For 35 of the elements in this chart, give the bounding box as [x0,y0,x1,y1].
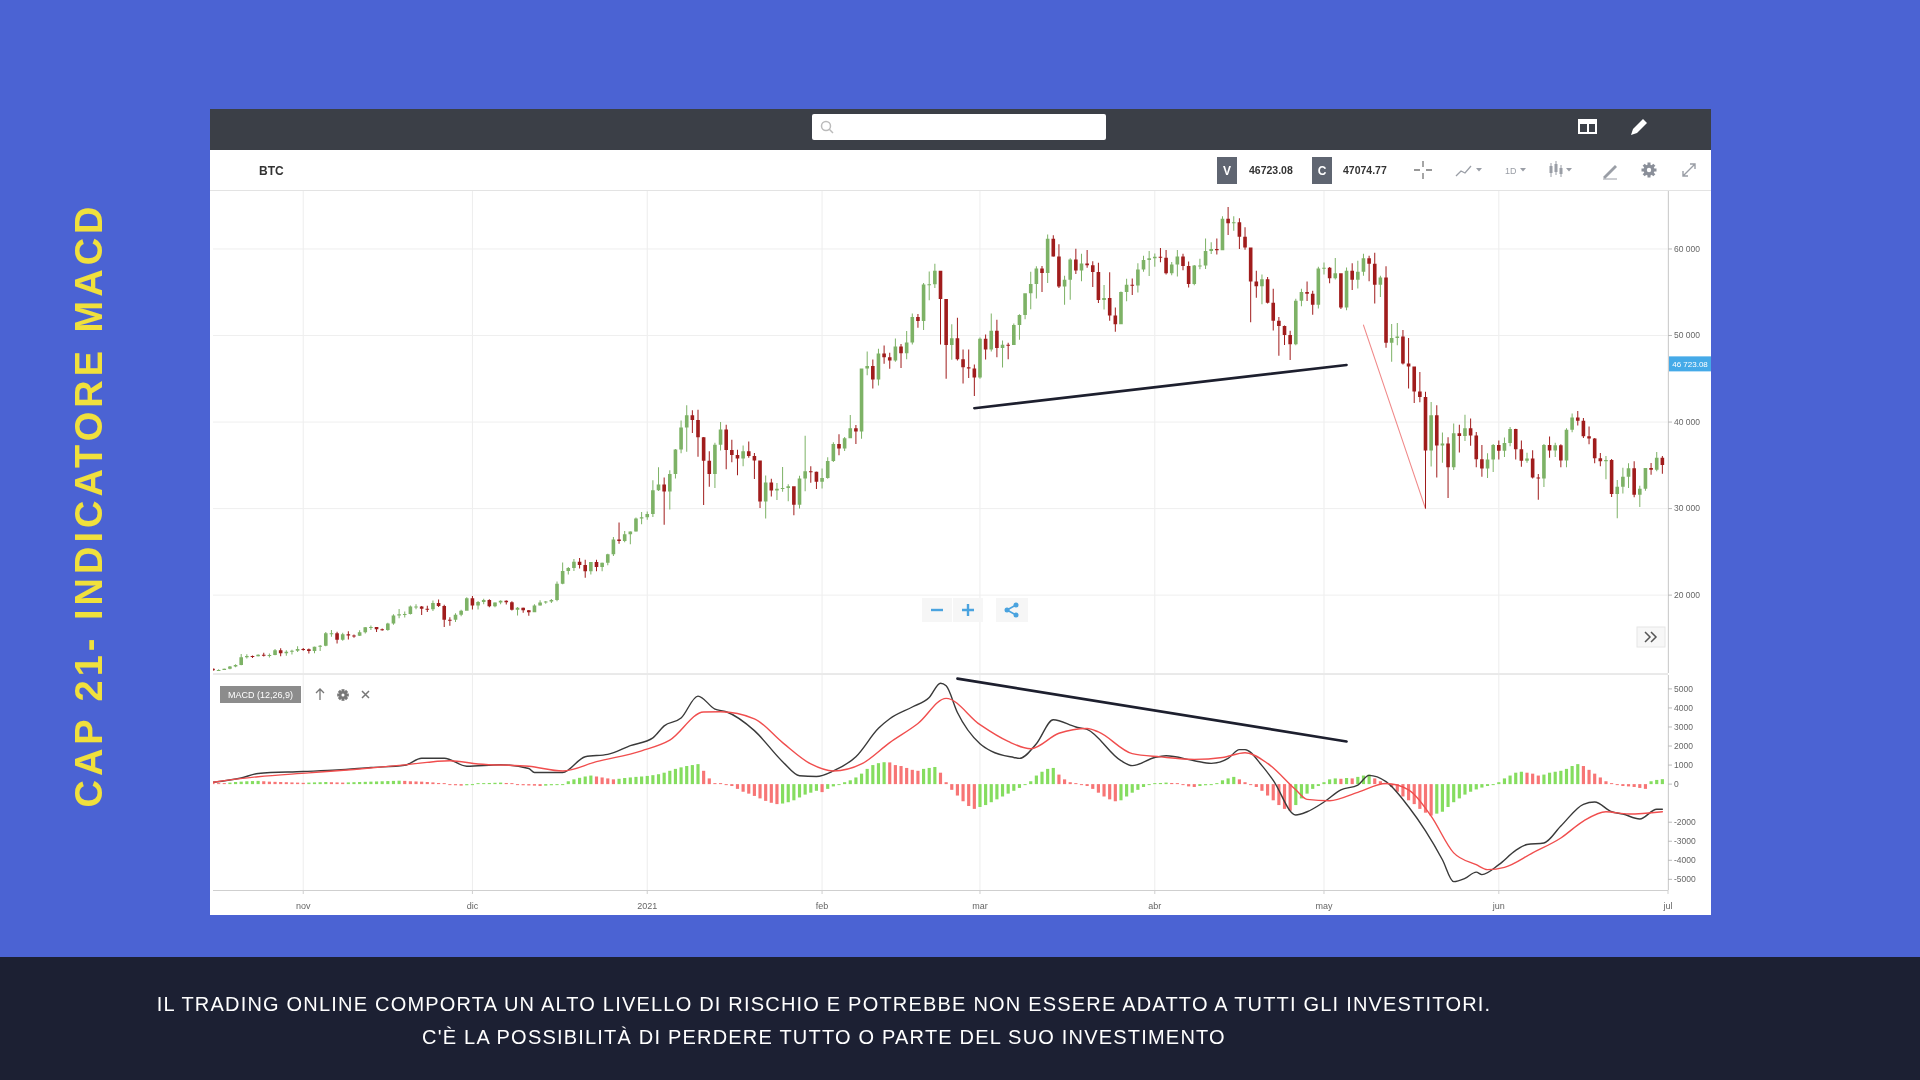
y-tick-label: 0 [1674,778,1679,789]
annotation: 46 723.08 [1672,359,1709,369]
text: CAP 21- INDICATORE MACD [68,202,111,808]
x-tick-label: 2021 [637,901,658,911]
y-tick-label: -4000 [1674,855,1697,866]
x-tick-label: mar [972,901,988,911]
text: 47074.77 [1343,164,1387,177]
text: IL TRADING ONLINE COMPORTA UN ALTO LIVELLO DI RISCHIO E POTREBBE NON ESSERE ADATTO A TUTTI GLI INVESTITORI. [156,993,1492,1015]
y-tick-label: 60 000 [1674,243,1701,254]
x-tick-label: jul [1662,901,1673,911]
y-tick-label: 30 000 [1674,503,1701,514]
y-tick-label: 3000 [1674,721,1694,732]
text: 1D [1505,165,1518,176]
text: C'È LA POSSIBILITÀ DI PERDERE TUTTO O PARTE DEL SUO INVESTIMENTO [422,1026,1226,1048]
x-tick-label: feb [815,901,829,911]
y-tick-label: 20 000 [1674,589,1701,600]
x-tick-label: dic [466,901,479,911]
y-tick-label: 5000 [1674,683,1694,694]
text: MACD (12,26,9) [227,689,294,700]
text: C [1317,163,1327,178]
y-tick-label: 50 000 [1674,330,1701,341]
y-tick-label: -5000 [1674,874,1697,885]
y-tick-label: -2000 [1674,817,1697,828]
x-tick-label: abr [1148,901,1162,911]
y-tick-label: 40 000 [1674,416,1701,427]
text: 46723.08 [1249,164,1293,177]
chart-subtitle: BTC [259,163,284,178]
x-tick-label: jun [1491,901,1505,911]
y-tick-label: -3000 [1674,836,1697,847]
x-tick-label: may [1315,901,1333,911]
y-tick-label: 4000 [1674,702,1694,713]
x-tick-label: nov [295,901,311,911]
y-tick-label: 2000 [1674,740,1694,751]
y-tick-label: 1000 [1674,759,1694,770]
text: V [1222,163,1232,178]
